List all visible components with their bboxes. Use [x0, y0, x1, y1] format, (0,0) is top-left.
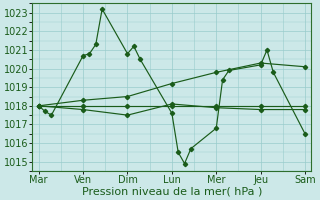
X-axis label: Pression niveau de la mer( hPa ): Pression niveau de la mer( hPa ) [82, 187, 262, 197]
